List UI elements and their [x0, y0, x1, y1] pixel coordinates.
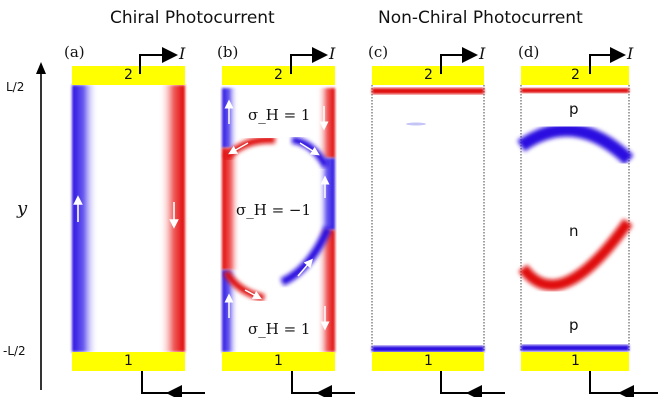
y-axis-variable: y [17, 198, 28, 219]
panel-a-current-label: I [179, 44, 186, 63]
panel-d-bottom-contact-label: 1 [571, 353, 580, 369]
panel-a-bottom-contact [72, 352, 185, 371]
panel-c-top-contact [372, 66, 484, 85]
panel-d-region-top: p [569, 100, 579, 118]
panel-a-bottom-contact-label: 1 [124, 353, 133, 369]
panel-d-current-in-line [589, 371, 632, 394]
panel-c-top-contact-label: 2 [424, 67, 433, 83]
panel-a [72, 47, 205, 397]
panel-d-top-current [521, 88, 629, 93]
heading-chiral: Chiral Photocurrent [110, 8, 275, 28]
panel-b-current-label: I [329, 44, 336, 63]
panel-a-right-edge-current [159, 85, 185, 352]
panel-b-left-edge-top [222, 88, 238, 148]
panel-b-right-edge-mid [318, 158, 335, 230]
panel-a-label: (a) [64, 43, 85, 61]
panel-d-current-label: I [627, 44, 634, 63]
panel-d-top-contact-label: 2 [571, 67, 580, 83]
panel-b-bottom-contact-label: 1 [274, 353, 283, 369]
panel-b-bottom-contact [222, 352, 335, 371]
heading-nonchiral: Non-Chiral Photocurrent [378, 8, 583, 28]
panel-d-current-out-arrow [589, 47, 626, 74]
panel-b-arrow-4 [299, 142, 320, 156]
panel-d-bottom-contact [521, 352, 629, 371]
panel-c-current-out-arrow [440, 47, 478, 74]
panel-d-region-bottom: p [569, 316, 579, 334]
panel-d-red-arc [518, 218, 633, 291]
panel-b-sigma-top: σ_H = 1 [248, 106, 311, 124]
panel-d-top-contact [521, 66, 629, 85]
panel-c [371, 47, 505, 397]
panel-b-current-in-line [291, 371, 340, 394]
panel-b-sample [222, 85, 335, 352]
panel-b-top-contact [222, 66, 335, 85]
panel-b-left-edge-bottom [222, 270, 238, 352]
panel-c-sample [372, 85, 484, 352]
panel-c-bottom-contact-label: 1 [424, 353, 433, 369]
y-axis [36, 62, 46, 390]
panel-d-region-mid: n [569, 222, 579, 240]
panel-b-label: (b) [217, 43, 239, 61]
panel-c-current-label: I [479, 44, 486, 63]
panel-d-bottom-current [521, 345, 629, 351]
panel-a-top-contact-label: 2 [124, 67, 133, 83]
panel-b-arrow-3 [228, 142, 249, 155]
panel-c-bottom-current [372, 346, 484, 352]
panel-d-label: (d) [518, 43, 540, 61]
panel-b [222, 47, 355, 397]
panel-b-right-edge-top [317, 88, 335, 158]
panel-a-current-out-arrow [139, 47, 178, 74]
y-axis-bottom-label: -L/2 [3, 344, 26, 358]
panel-b-current-out-arrow [290, 47, 328, 74]
panel-c-label: (c) [368, 43, 389, 61]
panel-d [517, 47, 658, 397]
panel-d-blue-arc [517, 123, 634, 165]
y-axis-arrowhead [36, 62, 46, 74]
panel-c-top-current [372, 88, 484, 94]
panel-b-sigma-mid: σ_H = −1 [236, 201, 312, 219]
panel-c-current-in-line [440, 371, 490, 394]
panel-c-bottom-contact [372, 352, 484, 371]
panel-a-top-contact [72, 66, 185, 85]
panel-a-left-edge-current [72, 85, 98, 352]
panel-b-top-contact-label: 2 [274, 67, 283, 83]
panel-c-faint-spot [406, 122, 426, 126]
panel-b-sigma-bottom: σ_H = 1 [248, 320, 311, 338]
panel-a-current-in-line [141, 371, 190, 394]
y-axis-top-label: L/2 [6, 80, 25, 94]
panel-b-left-edge-mid [222, 148, 240, 270]
panel-b-arrow-6 [297, 258, 313, 277]
panel-b-arrow-7 [244, 289, 262, 300]
